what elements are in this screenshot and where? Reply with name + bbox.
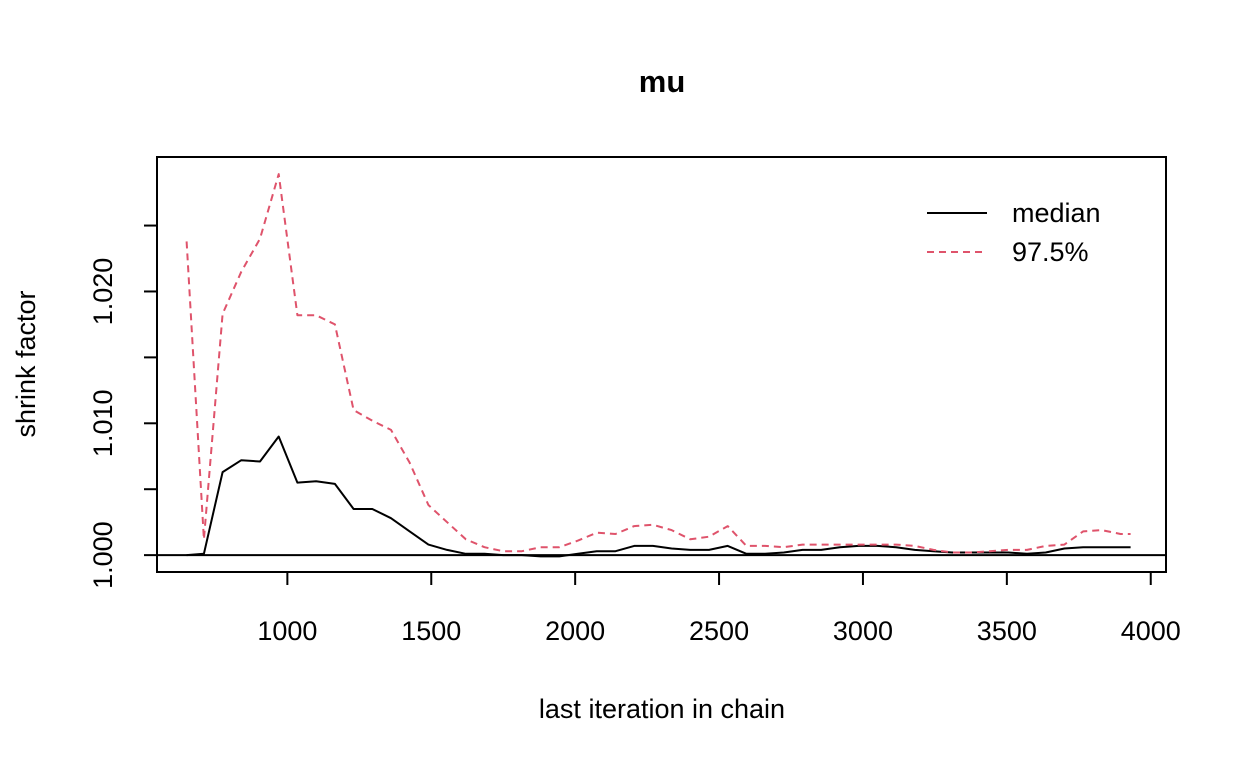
x-tick-label: 3500 <box>977 616 1037 646</box>
y-axis-title: shrink factor <box>11 290 41 437</box>
x-axis: 1000 1500 2000 2500 3000 3500 4000 <box>257 571 1181 646</box>
y-axis: 1.000 1.010 1.020 <box>88 224 158 589</box>
x-tick-label: 2000 <box>545 616 605 646</box>
legend-label: median <box>1012 198 1101 228</box>
x-tick-label: 3000 <box>833 616 893 646</box>
legend-label: 97.5% <box>1012 237 1089 267</box>
x-tick-label: 1500 <box>401 616 461 646</box>
x-tick-label: 1000 <box>257 616 317 646</box>
series-line-median <box>186 435 1131 558</box>
y-tick-label: 1.000 <box>88 521 118 589</box>
x-tick-label: 4000 <box>1121 616 1181 646</box>
legend: median 97.5% <box>927 198 1101 267</box>
series-line-upper <box>185 173 1131 554</box>
series-layer <box>185 173 1131 558</box>
x-tick-label: 2500 <box>689 616 749 646</box>
y-tick-label: 1.020 <box>88 258 118 326</box>
chart-title: mu <box>639 64 686 99</box>
x-axis-title: last iteration in chain <box>539 694 785 724</box>
y-tick-label: 1.010 <box>88 390 118 458</box>
